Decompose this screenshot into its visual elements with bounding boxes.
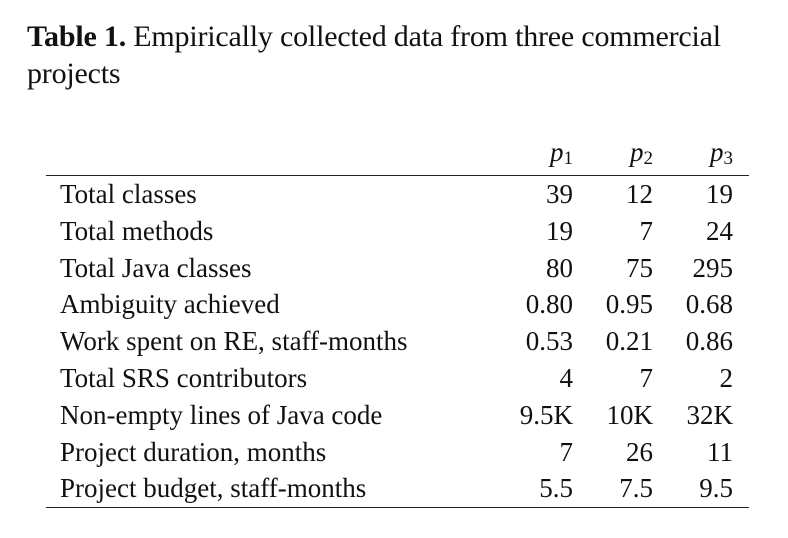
cell-value: 7.5 bbox=[573, 470, 653, 509]
cell-value: 7 bbox=[639, 215, 654, 246]
table-row: Work spent on RE, staff-months 0.53 0.21… bbox=[46, 323, 749, 360]
row-label: Total Java classes bbox=[60, 252, 252, 283]
cell-value: 2 bbox=[719, 362, 734, 393]
row-label: Project duration, months bbox=[60, 436, 327, 467]
cell-value: 12 bbox=[626, 179, 653, 209]
cell-value: 19 bbox=[706, 179, 733, 209]
caption-text: Empirically collected data from three co… bbox=[27, 20, 721, 90]
row-label: Total methods bbox=[60, 215, 214, 246]
cell-value: 0.21 bbox=[605, 326, 653, 357]
cell-value: 39 bbox=[546, 179, 573, 209]
row-label: Non-empty lines of Java code bbox=[60, 399, 383, 430]
cell-value: 5.5 bbox=[493, 470, 573, 509]
cell-value: 32K bbox=[686, 399, 734, 430]
table-row: Project budget, staff-months 5.5 7.5 9.5 bbox=[46, 470, 749, 509]
cell-value: 4 bbox=[559, 362, 574, 393]
caption-label: Table 1. bbox=[27, 20, 126, 53]
cell-value: 7 bbox=[639, 362, 654, 393]
row-label: Total SRS contributors bbox=[60, 362, 308, 393]
table-row: Total methods 19 7 24 bbox=[46, 213, 749, 250]
column-header-p1: p1 bbox=[493, 136, 573, 176]
table-row: Project duration, months 7 26 11 bbox=[46, 434, 749, 471]
cell-value: 0.80 bbox=[525, 289, 573, 320]
column-header-p3: p3 bbox=[653, 136, 749, 176]
cell-value: 9.5K bbox=[519, 399, 573, 430]
cell-value: 0.86 bbox=[685, 326, 733, 357]
cell-value: 26 bbox=[626, 436, 653, 467]
cell-value: 9.5 bbox=[653, 470, 749, 509]
cell-value: 11 bbox=[707, 436, 733, 467]
cell-value: 7 bbox=[559, 436, 574, 467]
cell-value: 19 bbox=[546, 215, 573, 246]
cell-value: 295 bbox=[692, 252, 734, 283]
cell-value: 0.53 bbox=[525, 326, 573, 357]
cell-value: 24 bbox=[706, 215, 733, 246]
data-table: p1 p2 p3 Total classes 39 12 19 Total me… bbox=[46, 136, 749, 509]
cell-value: 10K bbox=[606, 399, 654, 430]
table-row: Total SRS contributors 4 7 2 bbox=[46, 360, 749, 397]
column-header-p2: p2 bbox=[573, 136, 653, 176]
table-row: Non-empty lines of Java code 9.5K 10K 32… bbox=[46, 397, 749, 434]
row-label: Project budget, staff-months bbox=[46, 470, 493, 509]
cell-value: 0.68 bbox=[685, 289, 733, 320]
table-row: Total Java classes 80 75 295 bbox=[46, 250, 749, 287]
row-label: Ambiguity achieved bbox=[60, 289, 280, 320]
row-label: Work spent on RE, staff-months bbox=[60, 326, 408, 357]
cell-value: 0.95 bbox=[605, 289, 653, 320]
table-row: Ambiguity achieved 0.80 0.95 0.68 bbox=[46, 286, 749, 323]
cell-value: 80 bbox=[546, 252, 573, 283]
row-label: Total classes bbox=[60, 179, 197, 209]
table-caption: Table 1. Empirically collected data from… bbox=[27, 18, 777, 92]
cell-value: 75 bbox=[626, 252, 653, 283]
stub-header bbox=[46, 136, 493, 176]
header-row: p1 p2 p3 bbox=[46, 136, 749, 176]
table-row: Total classes 39 12 19 bbox=[46, 176, 749, 213]
